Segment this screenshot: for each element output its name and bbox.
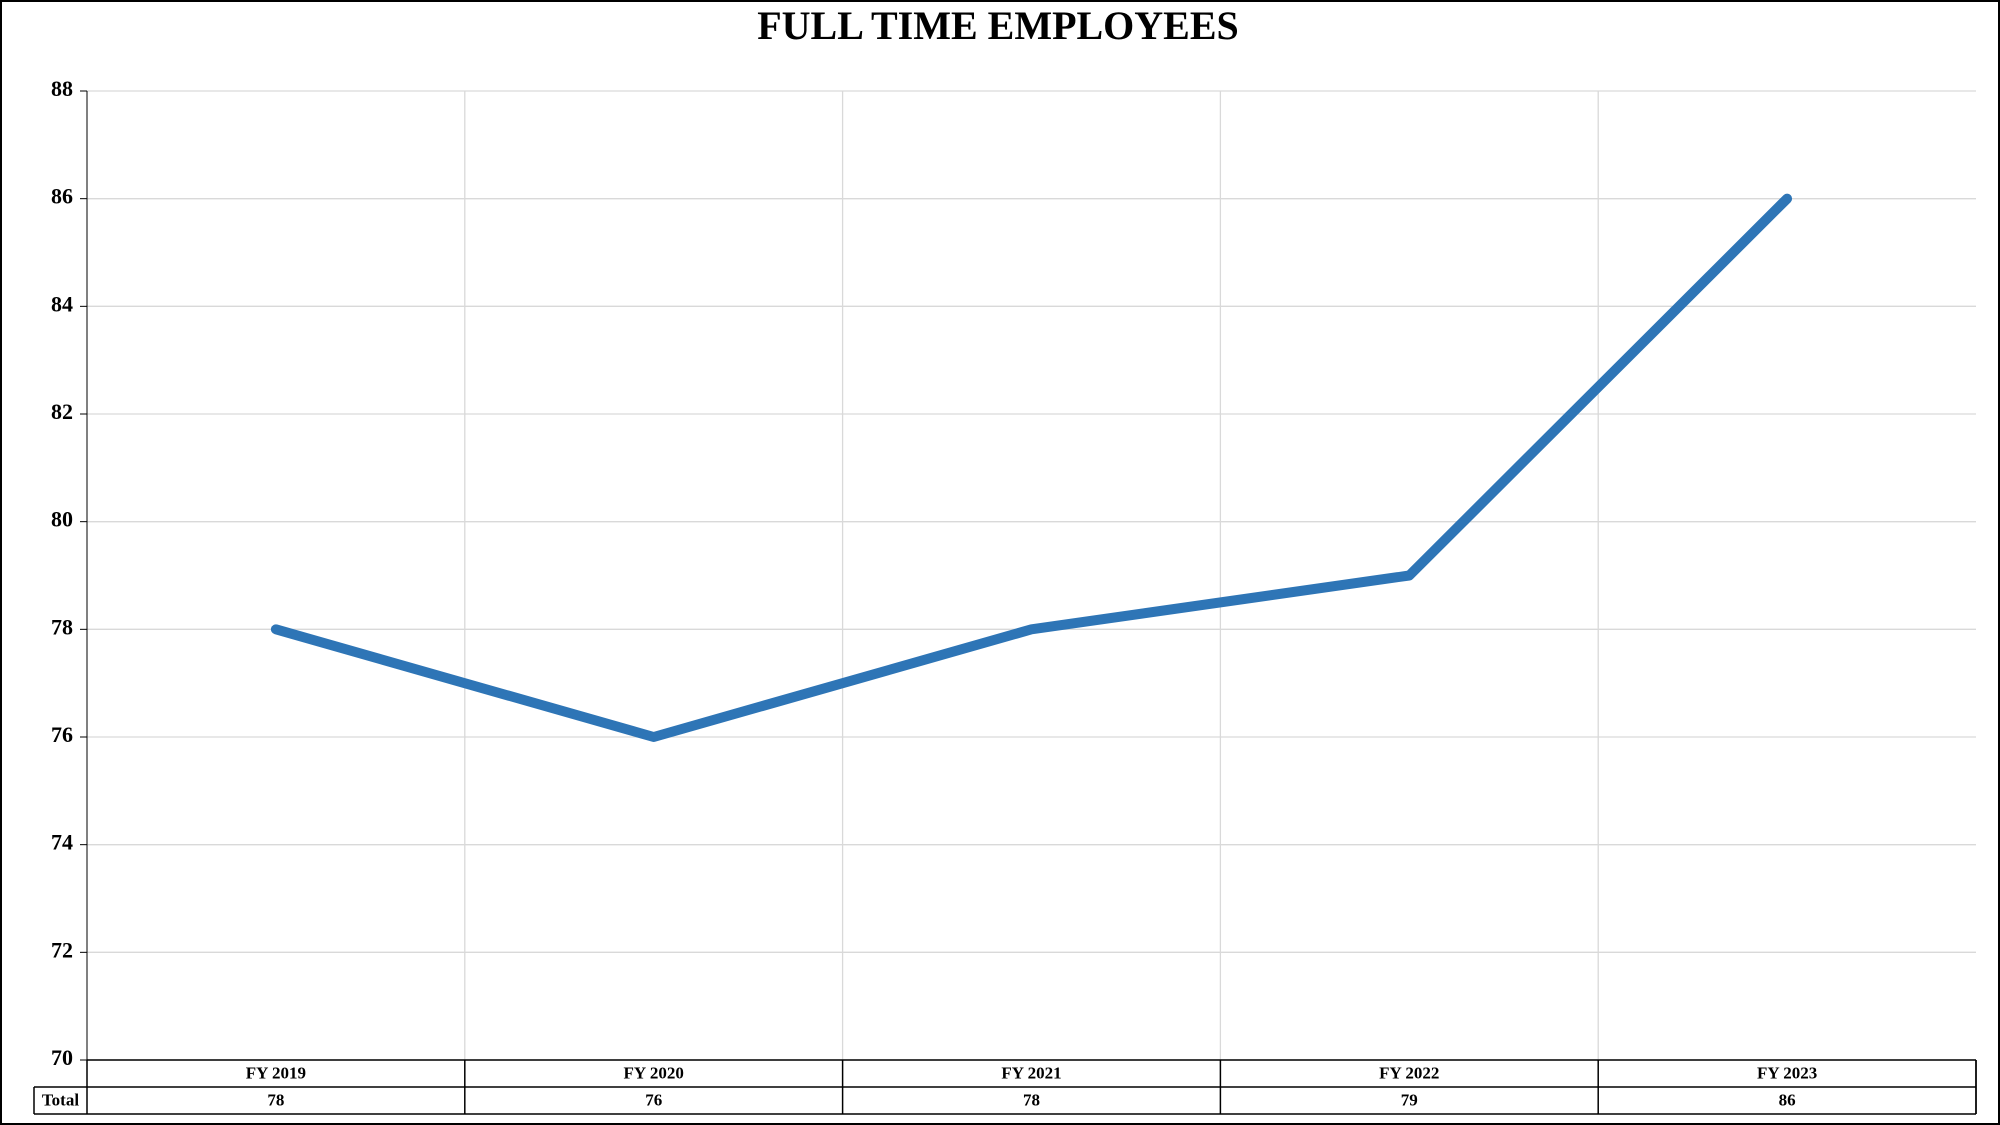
y-tick-label: 70 bbox=[51, 1045, 73, 1070]
x-tick-label: FY 2022 bbox=[1379, 1063, 1439, 1082]
y-tick-label: 86 bbox=[51, 184, 73, 209]
y-tick-label: 80 bbox=[51, 507, 73, 532]
y-tick-label: 72 bbox=[51, 937, 73, 962]
x-tick-label: FY 2019 bbox=[246, 1063, 306, 1082]
y-tick-label: 82 bbox=[51, 399, 73, 424]
y-tick-label: 74 bbox=[51, 830, 73, 855]
x-tick-label: FY 2021 bbox=[1001, 1063, 1061, 1082]
chart-title: FULL TIME EMPLOYEES bbox=[757, 3, 1239, 48]
table-value: 76 bbox=[645, 1090, 662, 1109]
table-value: 78 bbox=[1023, 1090, 1040, 1109]
y-tick-label: 76 bbox=[51, 722, 73, 747]
y-tick-label: 84 bbox=[51, 291, 73, 316]
data-line bbox=[270, 193, 1793, 742]
x-tick-label: FY 2020 bbox=[624, 1063, 684, 1082]
table-row-label: Total bbox=[42, 1090, 79, 1109]
table-value: 86 bbox=[1779, 1090, 1796, 1109]
y-tick-label: 78 bbox=[51, 614, 73, 639]
y-tick-label: 88 bbox=[51, 76, 73, 101]
table-value: 78 bbox=[267, 1090, 284, 1109]
x-tick-label: FY 2023 bbox=[1757, 1063, 1817, 1082]
table-value: 79 bbox=[1401, 1090, 1418, 1109]
